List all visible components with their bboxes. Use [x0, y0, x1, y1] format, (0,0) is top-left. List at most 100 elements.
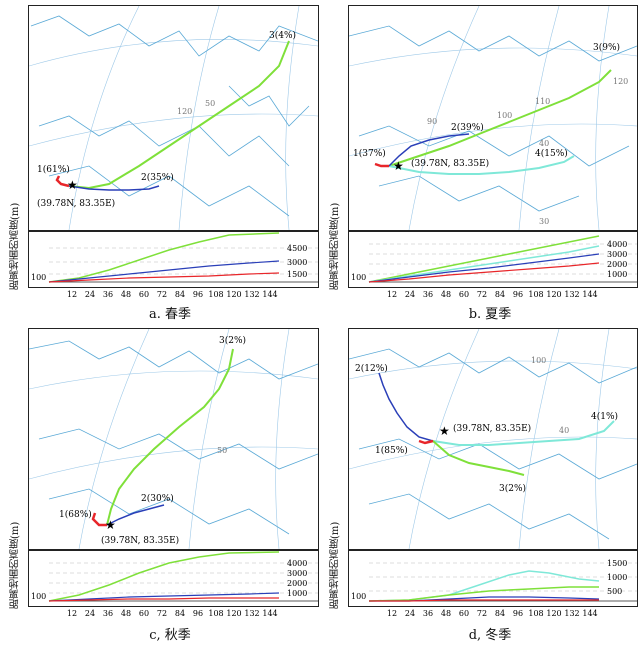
- trajectory-2: [106, 504, 165, 526]
- altitude-line-4: [368, 570, 600, 602]
- trajectory-label: 3(2%): [219, 335, 246, 346]
- x-tick: 24: [85, 609, 95, 618]
- x-tick: 36: [103, 609, 113, 618]
- y-tick: 1500: [607, 559, 627, 568]
- trajectory-label: 2(30%): [141, 493, 174, 504]
- x-tick: 72: [157, 290, 167, 299]
- trajectory-3: [106, 348, 234, 526]
- altitude-line-1: [48, 597, 279, 602]
- trajectory-1: [418, 439, 434, 445]
- x-tick: 108: [528, 290, 543, 299]
- y-tick: 3000: [287, 258, 307, 267]
- x-tick: 120: [546, 609, 561, 618]
- altitude-line-2: [48, 260, 280, 283]
- x-tick: 72: [477, 609, 487, 618]
- y-tick: 3000: [287, 569, 307, 578]
- x-tick: 24: [405, 609, 415, 618]
- origin-star-icon: ★: [67, 178, 78, 192]
- altitude-line-3: [48, 232, 280, 283]
- lat-label: 100: [531, 356, 546, 365]
- y-axis-label: 距离地面的高度(m): [10, 521, 21, 609]
- x-tick: 12: [387, 609, 397, 618]
- trajectory-3: [432, 440, 525, 476]
- altitude-line-2: [368, 253, 600, 283]
- y-tick: 2000: [607, 260, 627, 269]
- x-tick: 60: [139, 290, 149, 299]
- altitude-line-3: [48, 551, 280, 602]
- trajectory-3: [388, 69, 612, 167]
- x-tick: 96: [193, 290, 203, 299]
- y-min: 100: [31, 592, 46, 601]
- trajectory-label: 1(37%): [353, 148, 386, 159]
- x-tick: 60: [459, 290, 469, 299]
- x-tick: 36: [423, 290, 433, 299]
- y-tick: 1500: [287, 270, 307, 279]
- x-tick: 108: [208, 290, 223, 299]
- x-tick: 132: [244, 609, 259, 618]
- trajectory-4: [388, 155, 575, 175]
- x-tick: 120: [226, 609, 241, 618]
- trajectory-label: 3(4%): [269, 30, 296, 41]
- trajectory-map-summer: 120 110 90 100 40 30 ★ 1(37%) 2(39%) 3(9…: [348, 5, 638, 231]
- x-tick: 36: [423, 609, 433, 618]
- trajectory-label: 3(9%): [593, 42, 620, 53]
- x-tick: 144: [262, 290, 277, 299]
- x-tick: 120: [546, 290, 561, 299]
- x-axis-spring: 12 24 36 48 60 72 84 96 108 120 132 144: [67, 290, 278, 299]
- y-min: 100: [351, 273, 366, 282]
- x-tick: 24: [85, 290, 95, 299]
- x-axis-winter: 12 24 36 48 60 72 84 96 108 120 132 144: [387, 609, 598, 618]
- trajectory-2: [68, 185, 160, 191]
- panel-autumn: 50 ★ 1(68%) 2(30%) 3(2%) (39.78N, 83.35E…: [0, 323, 320, 646]
- altitude-line-3: [368, 235, 600, 283]
- x-tick: 144: [582, 290, 597, 299]
- altitude-svg-autumn: 4000 3000 2000 1000 100: [31, 551, 318, 602]
- map-svg-winter: 100 40 ★ 2(12%) 1(85%) 3(2%) 4(1%) (39.7…: [349, 329, 637, 549]
- x-tick: 48: [121, 609, 131, 618]
- panel-caption: b. 夏季: [468, 307, 512, 322]
- altitude-line-1: [48, 272, 280, 283]
- x-tick: 72: [157, 609, 167, 618]
- x-tick: 132: [244, 290, 259, 299]
- altitude-line-2: [48, 592, 280, 602]
- trajectory-2: [378, 372, 434, 442]
- y-axis-label: 距离地面的高度(m): [330, 521, 341, 609]
- x-tick: 108: [208, 609, 223, 618]
- trajectory-map-winter: 100 40 ★ 2(12%) 1(85%) 3(2%) 4(1%) (39.7…: [348, 328, 638, 550]
- origin-label: (39.78N, 83.35E): [453, 423, 531, 434]
- x-tick: 84: [495, 290, 505, 299]
- altitude-profile-spring: 4500 3000 1500 100: [28, 231, 319, 288]
- altitude-line-4: [368, 245, 600, 283]
- x-tick: 96: [193, 609, 203, 618]
- panel-spring: 50 120 ★ 1(61%) 2(35%) 3(4%) (39.78N, 83…: [0, 0, 320, 323]
- x-tick: 12: [387, 290, 397, 299]
- lat-label: 90: [427, 117, 437, 126]
- y-tick: 500: [607, 587, 622, 596]
- trajectory-label: 2(39%): [451, 122, 484, 133]
- x-tick: 48: [441, 609, 451, 618]
- trajectory-1: [374, 162, 389, 168]
- altitude-svg-spring: 4500 3000 1500 100: [31, 232, 318, 283]
- y-tick: 4000: [607, 240, 627, 249]
- lat-label: 120: [177, 107, 192, 116]
- x-tick: 84: [495, 609, 505, 618]
- origin-star-icon: ★: [393, 159, 404, 173]
- origin-star-icon: ★: [439, 424, 450, 438]
- trajectory-3: [68, 40, 290, 190]
- trajectory-map-autumn: 50 ★ 1(68%) 2(30%) 3(2%) (39.78N, 83.35E…: [28, 328, 319, 550]
- trajectory-map-spring: 50 120 ★ 1(61%) 2(35%) 3(4%) (39.78N, 83…: [28, 5, 319, 231]
- x-axis-summer: 12 24 36 48 60 72 84 96 108 120 132 144: [387, 290, 598, 299]
- lat-label: 40: [539, 139, 549, 148]
- trajectory-label: 3(2%): [499, 483, 526, 494]
- lat-label: 110: [535, 97, 550, 106]
- y-tick: 4500: [287, 244, 307, 253]
- y-tick: 1000: [607, 270, 627, 279]
- trajectory-label: 2(35%): [141, 172, 174, 183]
- panel-caption: c, 秋季: [149, 628, 191, 643]
- map-svg-summer: 120 110 90 100 40 30 ★ 1(37%) 2(39%) 3(9…: [349, 6, 637, 230]
- lat-label: 30: [539, 217, 549, 226]
- y-tick: 3000: [607, 250, 627, 259]
- trajectory-label: 1(68%): [59, 509, 92, 520]
- altitude-line-1: [368, 262, 600, 283]
- origin-label: (39.78N, 83.35E): [101, 535, 179, 546]
